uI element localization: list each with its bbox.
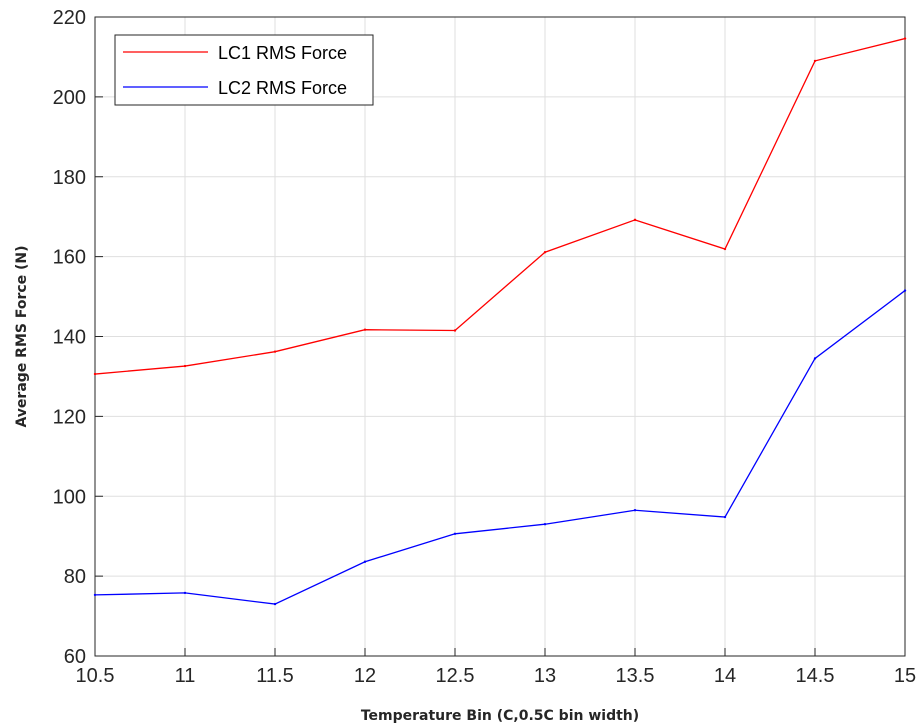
axis-ticks: 10.5 11 11.5 12 12.5 13 13.5 14 14.5 15 60 80 100 120… <box>53 7 917 687</box>
y-tick-label: 120 <box>53 406 86 428</box>
data-point-lc2 <box>183 591 187 595</box>
x-tick-label: 12 <box>354 665 376 687</box>
data-point-lc1 <box>363 328 367 331</box>
data-point-lc2 <box>633 509 637 512</box>
data-point-lc1 <box>93 372 97 376</box>
y-tick-label: 180 <box>53 167 86 189</box>
data-point-lc2 <box>453 532 457 535</box>
data-point-lc2 <box>543 523 547 526</box>
data-point-lc2 <box>273 602 277 606</box>
y-axis-title: Average RMS Force (N) <box>14 245 30 427</box>
x-tick-label: 14.5 <box>796 665 835 687</box>
x-axis-title: Temperature Bin (C,0.5C bin width) <box>361 708 639 724</box>
x-tick-label: 11.5 <box>256 665 293 687</box>
y-tick-label: 200 <box>53 87 86 109</box>
data-point-lc1 <box>633 218 637 222</box>
data-point-lc1 <box>903 37 907 40</box>
grid <box>94 16 906 657</box>
legend-label-lc2: LC2 RMS Force <box>218 78 347 98</box>
data-point-lc1 <box>813 59 817 63</box>
legend-label-lc1: LC1 RMS Force <box>218 43 347 63</box>
data-point-lc1 <box>543 251 547 254</box>
x-tick-label: 13 <box>534 665 556 687</box>
y-tick-label: 100 <box>53 486 86 508</box>
y-tick-label: 80 <box>64 566 86 588</box>
legend-box <box>114 34 374 106</box>
x-tick-label: 14 <box>714 665 736 687</box>
series-line-lc2 <box>94 290 906 605</box>
series-lines <box>93 37 907 606</box>
data-point-lc2 <box>363 560 367 563</box>
x-tick-label: 11 <box>175 665 196 687</box>
y-tick-label: 160 <box>53 247 86 269</box>
y-tick-label: 60 <box>64 646 86 668</box>
data-point-lc1 <box>183 364 187 368</box>
x-tick-label: 13.5 <box>616 665 655 687</box>
series-line-lc1 <box>94 37 906 375</box>
data-point-lc1 <box>723 247 727 251</box>
y-tick-label: 220 <box>53 7 86 29</box>
x-tick-label: 10.5 <box>76 665 115 687</box>
x-tick-label: 12.5 <box>436 665 475 687</box>
x-tick-label: 15 <box>894 665 916 687</box>
y-tick-label: 140 <box>53 327 86 349</box>
data-point-lc2 <box>813 357 817 360</box>
legend: LC1 RMS Force LC2 RMS Force <box>114 34 374 106</box>
data-point-lc1 <box>453 329 457 332</box>
data-point-lc2 <box>723 515 727 519</box>
data-point-lc2 <box>903 289 907 292</box>
data-point-lc2 <box>93 593 97 597</box>
data-point-lc1 <box>273 350 277 353</box>
